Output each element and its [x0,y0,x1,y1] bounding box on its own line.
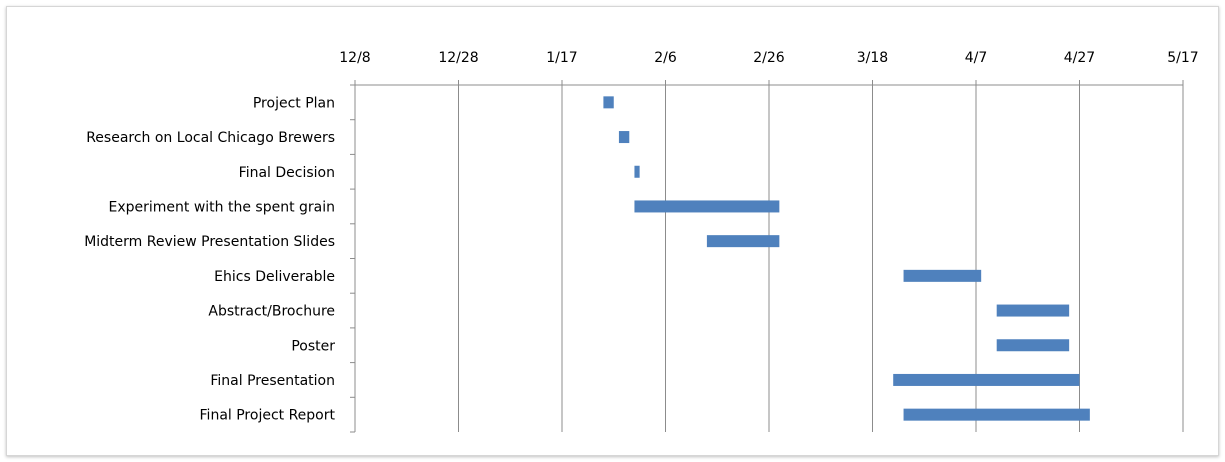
x-tick-label: 12/8 [339,50,370,66]
task-bar [706,235,780,248]
axes [350,80,1184,433]
task-bars [603,96,1090,421]
x-tick-label: 2/26 [753,50,785,66]
task-label: Final Project Report [200,408,336,424]
task-bar [996,339,1070,352]
task-label: Final Decision [239,165,335,181]
x-tick-label: 1/17 [546,50,577,66]
x-tick-label: 3/18 [857,50,888,66]
task-bar [603,96,614,109]
task-labels: Project Plan Research on Local Chicago Br… [84,95,335,423]
task-bar [634,200,780,213]
task-label: Midterm Review Presentation Slides [84,234,335,250]
x-tick-labels: 12/8 12/28 1/17 2/6 2/26 3/18 4/7 4/27 5/17 [339,50,1198,66]
task-label: Poster [291,338,335,354]
task-label: Abstract/Brochure [208,304,335,320]
task-label: Final Presentation [210,373,335,389]
x-tick-label: 4/7 [965,50,988,66]
x-tick-label: 2/6 [654,50,677,66]
x-tick-label: 4/27 [1064,50,1095,66]
task-bar [996,304,1070,317]
x-tick-label: 12/28 [438,50,478,66]
task-label: Experiment with the spent grain [108,199,335,215]
task-label: Research on Local Chicago Brewers [86,130,335,146]
x-tick-label: 5/17 [1167,50,1198,66]
task-label: Project Plan [253,95,335,111]
task-bar [893,373,1080,386]
task-bar [634,165,640,178]
task-bar [618,131,630,144]
task-bar [903,408,1090,421]
task-bar [903,269,982,282]
task-label: Ehics Deliverable [214,269,335,285]
